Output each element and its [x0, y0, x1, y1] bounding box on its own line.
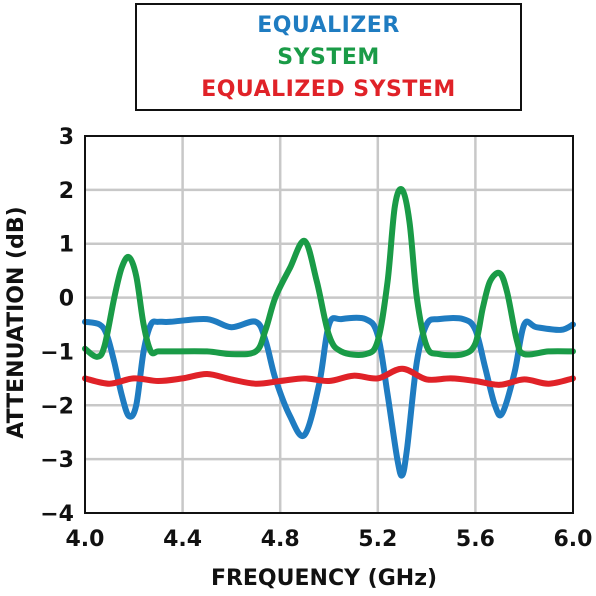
series-line-equalized-system	[82, 365, 576, 388]
legend-equalizer: EQUALIZER	[257, 13, 400, 38]
x-tick-label: 4.4	[163, 527, 202, 552]
y-tick-label: 2	[59, 179, 74, 204]
y-tick-label: −3	[40, 448, 74, 473]
x-axis-title: FREQUENCY (GHz)	[211, 566, 437, 591]
legend-system: SYSTEM	[277, 45, 380, 70]
x-axis-ticks: 4.0 4.4 4.8 5.2 5.6 6.0	[66, 527, 593, 552]
legend-equalized-system: EQUALIZED SYSTEM	[201, 77, 456, 102]
x-tick-label: 5.6	[456, 527, 495, 552]
x-tick-label: 4.0	[66, 527, 105, 552]
y-tick-label: −4	[40, 502, 74, 527]
y-tick-label: 1	[59, 233, 74, 258]
y-tick-label: −1	[40, 340, 74, 365]
grid	[85, 136, 573, 513]
plot-frame	[84, 135, 574, 514]
y-axis-ticks: 3 2 1 0 −1 −2 −3 −4	[40, 125, 74, 527]
y-axis-title: ATTENUATION (dB)	[4, 206, 29, 438]
series-lines	[82, 186, 576, 479]
x-tick-label: 5.2	[358, 527, 397, 552]
x-tick-label: 4.8	[261, 527, 300, 552]
y-tick-label: 0	[59, 287, 74, 312]
y-tick-label: −2	[40, 394, 74, 419]
x-tick-label: 6.0	[554, 527, 593, 552]
series-line-system	[82, 186, 576, 360]
legend: EQUALIZER SYSTEM EQUALIZED SYSTEM	[135, 3, 522, 111]
y-tick-label: 3	[59, 125, 74, 150]
